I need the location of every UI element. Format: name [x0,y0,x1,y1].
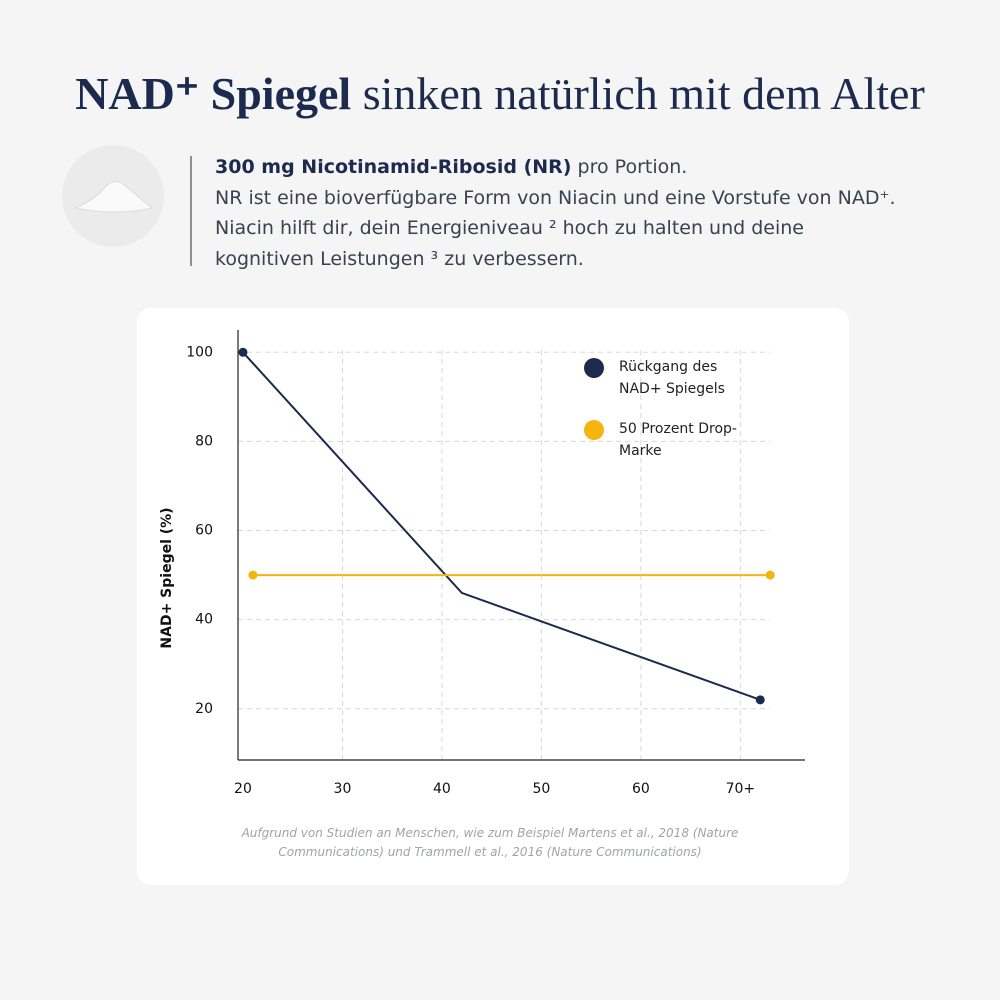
x-tick-label: 70+ [726,781,756,797]
desc-text: pro Portion. [577,156,688,178]
chart-card [137,308,849,885]
divider [190,156,192,266]
desc-bold: 300 mg Nicotinamid-Ribosid (NR) [215,156,572,178]
legend-label: 50 Prozent Drop-Marke [619,421,737,459]
series-marker [248,570,258,580]
description: 300 mg Nicotinamid-Ribosid (NR) pro Port… [215,152,896,274]
y-axis-label: NAD+ Spiegel (%) [159,507,175,648]
desc-text: NR ist eine bioverfügbare Form von Niaci… [215,186,896,209]
title-rest: sinken natürlich mit dem Alter [362,68,925,119]
y-tick-label: 80 [195,433,213,449]
series-marker [765,570,775,580]
y-tick-label: 20 [195,701,213,717]
series-line [242,351,761,701]
desc-text: Niacin hilft dir, dein Energieniveau ² h… [215,217,804,239]
series-marker [755,695,765,705]
series-marker [238,347,248,357]
x-tick-label: 30 [334,781,352,797]
legend-swatch [584,420,604,440]
y-tick-label: 40 [195,612,213,628]
y-tick-label: 100 [186,344,213,360]
x-tick-label: 40 [433,781,451,797]
x-tick-label: 20 [234,781,252,797]
legend-label: Rückgang des NAD+ Spiegels [619,359,725,397]
x-tick-label: 60 [632,781,650,797]
footnote: Aufgrund von Studien an Menschen, wie zu… [241,826,739,859]
title: NAD⁺ Spiegel sinken natürlich mit dem Al… [0,66,1000,120]
y-tick-label: 60 [195,523,213,539]
desc-text: kognitiven Leistungen ³ zu verbessern. [215,247,584,270]
title-bold: NAD⁺ Spiegel [75,68,352,119]
legend-swatch [584,358,604,378]
x-tick-label: 50 [532,781,550,797]
